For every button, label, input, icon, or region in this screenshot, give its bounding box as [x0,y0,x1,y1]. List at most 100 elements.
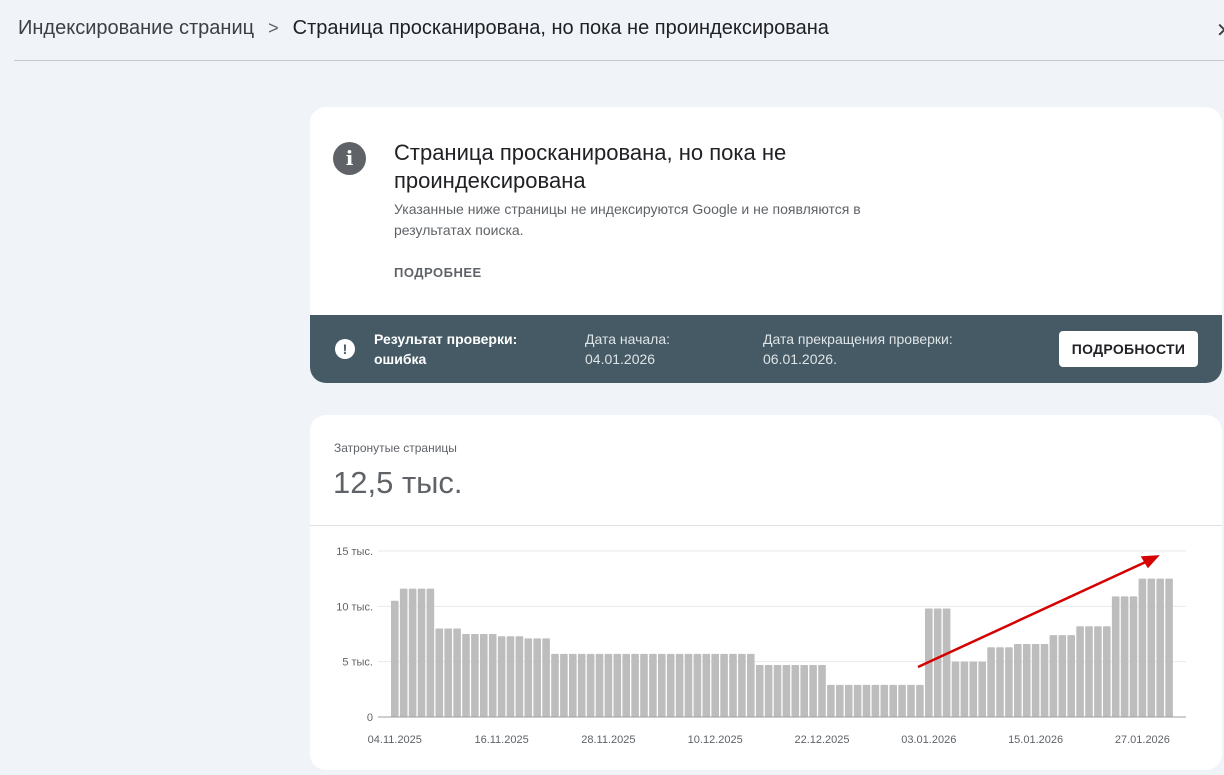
bar [524,638,533,717]
bar [488,634,497,717]
bar [1094,626,1102,717]
bar [844,684,853,717]
info-icon: i [333,142,366,175]
bar [773,664,782,717]
bar [533,638,541,717]
breadcrumb: Индексирование страниц > Страница проска… [18,17,829,40]
bar [987,647,995,717]
bar [426,588,435,717]
close-icon[interactable]: ✕ [1216,18,1224,43]
bar [462,634,470,717]
bar [1138,578,1147,717]
x-tick-label: 15.01.2026 [1008,734,1063,746]
y-tick-label: 0 [367,712,373,724]
bar [836,684,844,717]
bar [399,588,408,717]
bar [969,661,978,717]
bar [604,653,613,717]
bar [1022,643,1031,717]
bar [755,664,764,717]
bar [497,636,506,717]
issue-description: Указанные ниже страницы не индексируются… [394,201,861,238]
bar [729,653,737,717]
bar [960,661,969,717]
bar [569,653,577,717]
affected-pages-card: Затронутые страницы 12,5 тыс. 0 5 тыс. 10 … [310,415,1222,770]
bar [1067,635,1075,717]
bar [1005,647,1013,717]
header-divider [14,60,1224,61]
card-divider [310,525,1222,526]
bar [942,608,951,717]
bar [471,634,479,717]
x-tick-label: 16.11.2025 [474,734,528,746]
bar [453,628,461,717]
bar [1040,643,1049,717]
bar [996,647,1004,717]
bar [1156,578,1164,717]
bar [666,653,675,717]
bar [862,684,871,717]
bar [480,634,488,717]
bar [898,684,906,717]
bar [658,653,666,717]
bar [818,664,826,717]
bar [1014,643,1022,717]
bar [1120,596,1129,717]
validation-stop-date: Дата прекращения проверки: 06.01.2026. [763,331,953,367]
bar [747,653,755,717]
issue-card: i Страница просканирована, но пока не пр… [310,107,1222,383]
x-tick-label: 27.01.2026 [1115,734,1170,746]
bar [764,664,773,717]
bar [649,653,657,717]
validation-start-date: Дата начала: 04.01.2026 [585,331,671,367]
bar [408,588,417,717]
bar [444,628,452,717]
validation-result: Результат проверки: ошибка [374,331,518,367]
details-button[interactable]: ПОДРОБНОСТИ [1059,331,1198,367]
bar [586,653,595,717]
bar [417,588,426,717]
bar [791,664,800,717]
bar [871,684,880,717]
bar [551,653,559,717]
bar [782,664,791,717]
bar [827,684,835,717]
bar [951,661,960,717]
breadcrumb-parent-link[interactable]: Индексирование страниц [18,17,255,39]
bar [613,653,622,717]
bar [800,664,808,717]
bar [738,653,746,717]
bar [933,608,942,717]
x-tick-label: 03.01.2026 [901,734,956,746]
y-tick-label: 15 тыс. [336,546,373,558]
bar [978,661,986,717]
y-tick-label: 5 тыс. [342,657,373,669]
learn-more-link[interactable]: ПОДРОБНЕЕ [394,265,482,280]
bar [1031,643,1040,717]
bar [1147,578,1156,717]
bar [640,653,648,717]
bar [880,684,889,717]
bar [435,628,444,717]
x-tick-label: 04.11.2025 [368,734,422,746]
validation-banner: ! Результат проверки: ошибка Дата начала… [310,315,1222,383]
bar [1049,635,1058,717]
x-tick-label: 22.12.2025 [794,734,849,746]
bar [675,653,684,717]
bar [720,653,728,717]
breadcrumb-current: Страница просканирована, но пока не прои… [292,17,829,39]
bar [1058,635,1067,717]
bar [542,638,550,717]
trend-arrow-head-icon [1140,555,1160,569]
x-tick-label: 28.11.2025 [581,734,635,746]
bar [711,653,719,717]
bar [702,653,711,717]
affected-pages-label: Затронутые страницы [334,441,457,455]
bar [1165,578,1173,717]
bar [560,653,568,717]
bar [506,636,515,717]
issue-title: Страница просканирована, но пока не прои… [394,140,787,193]
trend-arrow-line [917,558,1151,669]
bar [907,684,915,717]
